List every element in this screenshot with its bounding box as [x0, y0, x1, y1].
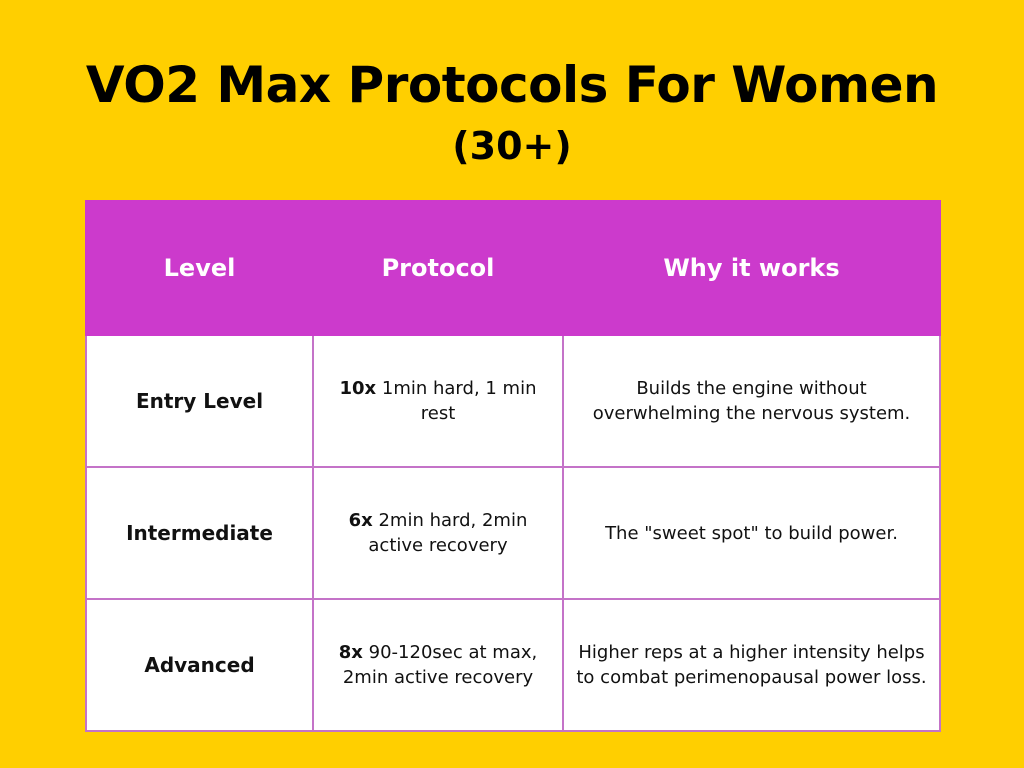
protocol-detail: 1min hard, 1 min rest: [376, 378, 537, 424]
column-header-protocol: Protocol: [312, 200, 564, 336]
why-cell: Builds the engine without overwhelming t…: [562, 334, 941, 468]
protocol-reps: 6x: [348, 510, 373, 531]
level-cell: Entry Level: [85, 334, 314, 468]
protocol-reps: 8x: [338, 642, 363, 663]
protocol-detail: 90-120sec at max, 2min active recovery: [342, 642, 538, 688]
page-title: VO2 Max Protocols For Women: [85, 56, 939, 114]
protocol-cell: 8x 90-120sec at max, 2min active recover…: [312, 598, 564, 732]
protocols-table: Level Protocol Why it works Entry Level …: [85, 200, 941, 732]
why-cell: Higher reps at a higher intensity helps …: [562, 598, 941, 732]
protocol-cell: 10x 1min hard, 1 min rest: [312, 334, 564, 468]
table-row: Entry Level 10x 1min hard, 1 min rest Bu…: [85, 334, 941, 468]
protocol-cell: 6x 2min hard, 2min active recovery: [312, 466, 564, 600]
level-cell: Intermediate: [85, 466, 314, 600]
level-cell: Advanced: [85, 598, 314, 732]
table-header-row: Level Protocol Why it works: [85, 200, 941, 336]
column-header-level: Level: [85, 200, 314, 336]
column-header-why: Why it works: [562, 200, 941, 336]
table-row: Advanced 8x 90-120sec at max, 2min activ…: [85, 598, 941, 732]
protocol-reps: 10x: [339, 378, 377, 399]
why-cell: The "sweet spot" to build power.: [562, 466, 941, 600]
protocol-detail: 2min hard, 2min active recovery: [368, 510, 528, 556]
table-row: Intermediate 6x 2min hard, 2min active r…: [85, 466, 941, 600]
page-subtitle: (30+): [452, 124, 572, 168]
